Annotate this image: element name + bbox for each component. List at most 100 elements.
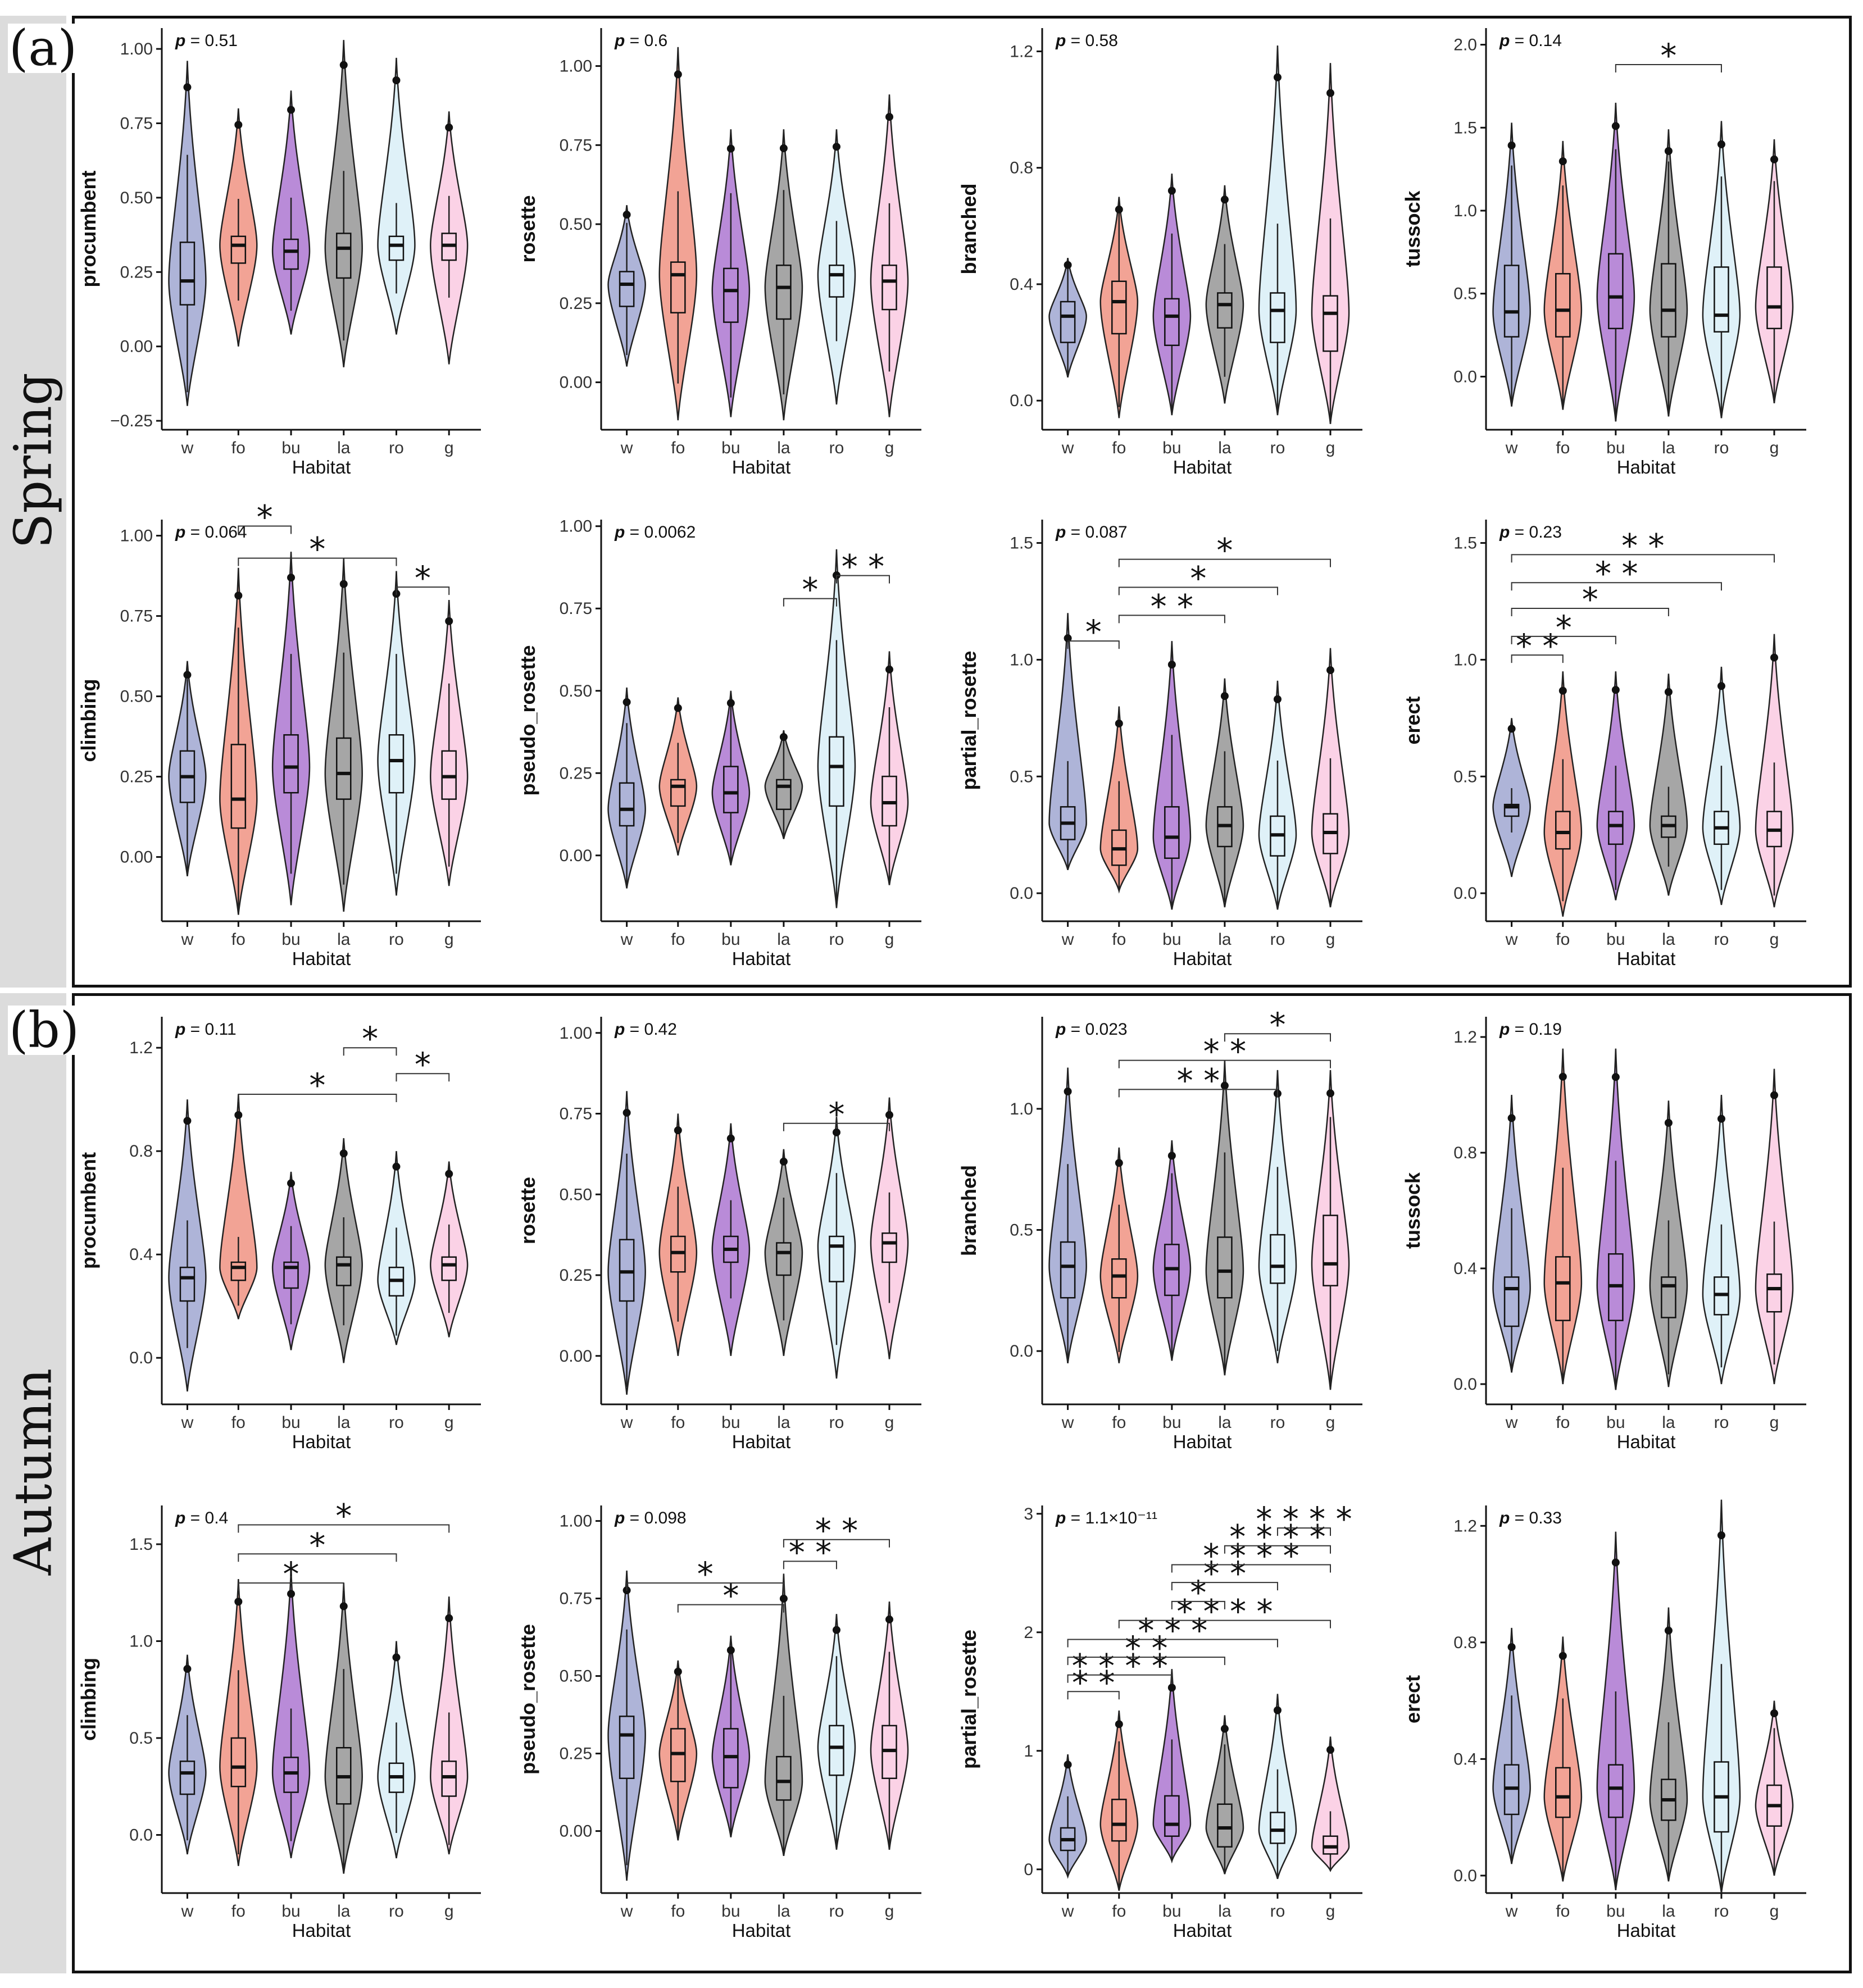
- y-tick-label: 0.00: [120, 338, 153, 356]
- violin-w: [1048, 613, 1087, 870]
- outlier-w: [183, 1664, 192, 1673]
- y-tick-label: 0.4: [1453, 1259, 1477, 1278]
- outlier-g: [445, 617, 453, 625]
- significance-stars: * *: [1516, 627, 1558, 665]
- significance-bracket: [1511, 582, 1722, 591]
- box-la: [776, 779, 792, 810]
- outlier-fo: [1115, 719, 1123, 727]
- p-value-text: = 0.23: [1515, 523, 1562, 542]
- box-ro: [829, 264, 844, 298]
- x-tick-label-ro: ro: [1270, 1902, 1285, 1921]
- outlier-g: [885, 1111, 893, 1119]
- p-value-label: p = 0.023: [1055, 1020, 1128, 1039]
- box-fo: [1555, 273, 1571, 338]
- box-fo: [1555, 1256, 1571, 1321]
- significance-bracket: [1067, 640, 1120, 649]
- outlier-g: [1326, 666, 1334, 675]
- p-value-label: p = 0.0062: [614, 523, 696, 542]
- x-tick-label-g: g: [444, 930, 454, 949]
- y-tick-label: 0.0: [1453, 1375, 1477, 1394]
- y-tick-label: 0.00: [560, 1347, 592, 1366]
- box-g: [1323, 295, 1338, 352]
- y-tick-label: 1.0: [1010, 650, 1033, 669]
- y-tick-label: 0.50: [120, 688, 153, 706]
- significance-stars: * * * *: [1176, 1593, 1273, 1631]
- p-value-text: = 0.14: [1515, 31, 1562, 50]
- outlier-g: [445, 123, 453, 131]
- p-symbol: p: [175, 31, 190, 50]
- y-tick-label: 0.0: [1010, 392, 1033, 410]
- significance-stars: *: [1216, 531, 1233, 570]
- y-axis-label: erect: [1401, 696, 1424, 744]
- p-value-text: = 0.6: [630, 31, 668, 50]
- p-symbol: p: [1499, 1020, 1515, 1039]
- y-tick-label: 0.0: [1010, 1342, 1033, 1361]
- outlier-w: [1064, 1087, 1072, 1095]
- x-tick-label-w: w: [620, 1902, 633, 1921]
- x-tick-label-w: w: [1505, 1413, 1518, 1432]
- significance-stars: *: [309, 1066, 325, 1104]
- p-value-label: p = 0.6: [614, 31, 667, 50]
- box-bu: [283, 238, 299, 270]
- x-tick-label-la: la: [1218, 1413, 1232, 1432]
- y-tick-label: 3: [1024, 1505, 1033, 1523]
- y-tick-label: 0.00: [560, 374, 592, 392]
- x-tick-label-bu: bu: [281, 930, 300, 949]
- outlier-la: [779, 1594, 788, 1603]
- significance-bracket: [1118, 615, 1225, 624]
- chart-4: 0.0 0.5 1.0 1.5 2.0 tussock Habitat p = 0.14 w fo…: [1401, 28, 1806, 477]
- x-tick-label-g: g: [444, 439, 454, 457]
- y-axis-label: tussock: [1401, 190, 1424, 267]
- x-tick-label-ro: ro: [829, 930, 844, 949]
- significance-stars: * *: [1151, 587, 1193, 625]
- p-value-label: p = 0.11: [175, 1020, 237, 1039]
- p-symbol: p: [1499, 31, 1515, 50]
- x-tick-label-fo: fo: [1556, 439, 1570, 457]
- x-tick-label-la: la: [1218, 1902, 1232, 1921]
- outlier-bu: [287, 106, 296, 114]
- box-g: [1766, 1273, 1782, 1313]
- outlier-la: [779, 733, 788, 741]
- box-g: [1766, 266, 1782, 330]
- box-la: [336, 737, 352, 800]
- box-g: [881, 1232, 897, 1263]
- x-axis-label: Habitat: [292, 948, 351, 969]
- y-axis-label: erect: [1401, 1675, 1424, 1723]
- box-ro: [829, 736, 844, 807]
- y-tick-label: 0.75: [560, 1105, 592, 1123]
- x-tick-label-w: w: [1505, 930, 1518, 949]
- x-tick-label-bu: bu: [1606, 439, 1625, 457]
- y-tick-label: 1.2: [1453, 1028, 1477, 1047]
- outlier-g: [1326, 1746, 1334, 1754]
- box-fo: [670, 261, 686, 313]
- box-la: [336, 233, 352, 279]
- x-tick-label-fo: fo: [1556, 930, 1570, 949]
- outlier-ro: [392, 76, 401, 85]
- outlier-bu: [1611, 686, 1620, 694]
- x-axis-label: Habitat: [732, 948, 791, 969]
- box-fo: [230, 1261, 247, 1281]
- x-axis-label: Habitat: [1173, 1431, 1232, 1452]
- significance-stars: *: [828, 1095, 844, 1134]
- significance-bracket: [1067, 1657, 1225, 1666]
- box-w: [619, 271, 635, 307]
- x-axis-label: Habitat: [292, 457, 351, 477]
- x-tick-label-fo: fo: [671, 1413, 685, 1432]
- y-tick-label: 0.25: [560, 294, 592, 313]
- outlier-bu: [726, 144, 735, 153]
- outlier-la: [339, 1149, 348, 1158]
- significance-stars: *: [1556, 608, 1572, 647]
- p-value-label: p = 0.14: [1499, 31, 1562, 50]
- y-axis-label: rosette: [516, 1177, 539, 1244]
- significance-bracket: [783, 598, 837, 607]
- p-symbol: p: [1499, 523, 1515, 542]
- x-tick-label-ro: ro: [1714, 1413, 1729, 1432]
- significance-stars: *: [415, 1045, 431, 1084]
- x-tick-label-w: w: [1061, 439, 1074, 457]
- significance-stars: *: [362, 1020, 378, 1058]
- outlier-fo: [674, 704, 682, 712]
- outlier-la: [339, 580, 348, 588]
- outlier-la: [1220, 692, 1229, 700]
- y-tick-label: 0.5: [1453, 285, 1477, 303]
